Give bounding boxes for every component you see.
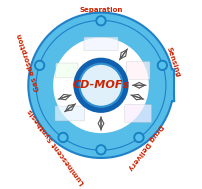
Circle shape	[97, 146, 105, 154]
Circle shape	[80, 64, 122, 107]
FancyBboxPatch shape	[55, 106, 85, 121]
Text: Sensing: Sensing	[165, 46, 181, 78]
Circle shape	[157, 60, 168, 71]
Circle shape	[135, 133, 143, 142]
Circle shape	[95, 144, 107, 155]
Circle shape	[133, 132, 145, 143]
Circle shape	[35, 61, 44, 70]
Text: CD-MOFs: CD-MOFs	[73, 80, 129, 90]
Circle shape	[59, 133, 67, 142]
Circle shape	[34, 60, 45, 71]
Text: Luminescent Synthesis: Luminescent Synthesis	[27, 108, 86, 185]
Circle shape	[95, 15, 107, 26]
Text: Gas adsorption: Gas adsorption	[17, 32, 41, 91]
Circle shape	[158, 61, 167, 70]
Text: Separation: Separation	[79, 7, 123, 13]
FancyBboxPatch shape	[56, 63, 78, 78]
FancyBboxPatch shape	[84, 37, 118, 50]
Text: Drug Delivery: Drug Delivery	[127, 122, 164, 170]
Circle shape	[57, 132, 69, 143]
FancyBboxPatch shape	[125, 105, 152, 122]
Circle shape	[53, 37, 149, 133]
FancyBboxPatch shape	[126, 62, 150, 79]
Circle shape	[97, 16, 105, 25]
